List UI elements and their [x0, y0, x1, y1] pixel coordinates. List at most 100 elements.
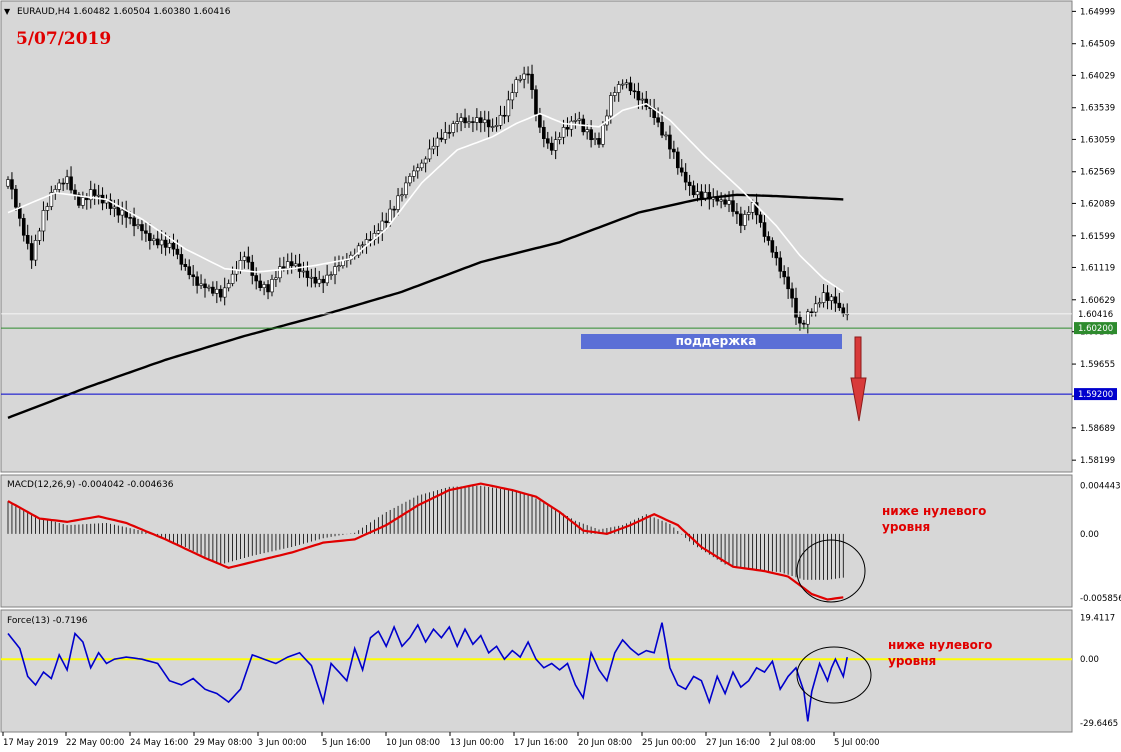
candle-body	[368, 239, 373, 241]
candle-body	[774, 251, 779, 259]
candle-body	[660, 121, 664, 136]
candle-body	[455, 121, 459, 124]
down-arrow	[850, 336, 867, 422]
time-tick-label: 2 Jul 08:00	[770, 738, 816, 748]
candle-body	[333, 266, 337, 275]
time-tick-label: 25 Jun 00:00	[642, 738, 696, 748]
candle-body	[829, 296, 834, 301]
candle-body	[230, 273, 235, 284]
candle-body	[380, 220, 385, 232]
candle-body	[549, 142, 554, 151]
candle-body	[486, 119, 491, 128]
price-tick-label: 1.58689	[1080, 424, 1115, 434]
support-price-tag: 1.60200	[1078, 324, 1113, 334]
macd-label: MACD(12,26,9) -0.004042 -0.004636	[7, 480, 174, 490]
candle-body	[222, 287, 227, 298]
candle-body	[675, 151, 680, 169]
candle-body	[561, 127, 566, 138]
price-tick-label: 1.64509	[1080, 40, 1115, 50]
candle-body	[683, 171, 688, 183]
support-price-tag-background	[1074, 322, 1117, 335]
candle-body	[203, 283, 207, 289]
candle-body	[750, 202, 755, 213]
candle-body	[802, 322, 806, 325]
candle-body	[329, 274, 333, 276]
macd-pane-background	[0, 474, 1073, 608]
candle-body	[65, 176, 69, 184]
macd-signal-line	[7, 482, 844, 601]
candle-body	[526, 73, 530, 76]
candle-body	[837, 302, 842, 309]
candle-body	[809, 311, 814, 314]
time-tick-label: 29 May 08:00	[194, 738, 252, 748]
candle-body	[451, 123, 456, 133]
time-tick-label: 27 Jun 16:00	[706, 738, 760, 748]
candle-body	[392, 208, 396, 211]
candle-body	[289, 261, 294, 267]
candle-body	[270, 279, 274, 293]
candle-body	[668, 134, 672, 150]
candle-body	[262, 284, 266, 288]
candle-body	[305, 270, 310, 278]
candle-body	[250, 261, 255, 276]
candle-body	[116, 206, 121, 216]
candle-body	[514, 79, 519, 93]
candle-body	[266, 284, 270, 293]
candle-body	[589, 129, 593, 141]
candle-body	[565, 127, 570, 130]
candle-body	[167, 242, 172, 248]
candle-body	[207, 286, 211, 289]
candle-body	[293, 263, 298, 267]
candle-body	[735, 211, 739, 215]
candle-body	[163, 239, 168, 248]
candle-body	[585, 129, 589, 133]
target-price-tag-background	[1074, 388, 1117, 401]
candle-body	[325, 274, 329, 284]
candle-body	[148, 233, 152, 241]
candle-body	[817, 302, 822, 305]
candle-body	[412, 170, 416, 177]
candle-body	[786, 276, 790, 290]
candle-body	[120, 209, 125, 216]
candle-body	[695, 191, 700, 196]
candle-body	[557, 136, 562, 140]
candle-body	[612, 92, 617, 96]
candle-body	[404, 182, 408, 196]
support-box	[581, 334, 842, 349]
candle-body	[620, 83, 625, 86]
candle-body	[534, 89, 538, 115]
time-tick-label: 5 Jun 16:00	[322, 738, 371, 748]
candle-body	[61, 182, 65, 185]
candle-body	[81, 197, 85, 206]
candle-body	[672, 148, 676, 153]
candle-body	[408, 176, 412, 184]
candle-body	[301, 270, 306, 273]
candle-body	[758, 214, 763, 223]
candle-body	[69, 176, 73, 191]
candle-body	[502, 114, 507, 117]
target-price-tag: 1.59200	[1078, 390, 1113, 400]
candle-body	[281, 266, 286, 269]
chart-dropdown-icon[interactable]: ▼	[4, 7, 11, 16]
candle-body	[723, 199, 727, 205]
force-annotation-line-1: ниже нулевого	[888, 638, 992, 652]
candle-body	[10, 179, 14, 190]
force-annotation: ниже нулевого уровня	[888, 638, 997, 668]
time-tick-label: 3 Jun 00:00	[258, 738, 307, 748]
candle-body	[21, 218, 26, 236]
candle-body	[790, 288, 794, 299]
candle-body	[766, 236, 771, 241]
price-tick-label: 1.62569	[1080, 168, 1115, 178]
candle-body	[88, 189, 93, 201]
candle-body	[14, 188, 18, 208]
candle-body	[179, 254, 184, 265]
candle-body	[542, 126, 546, 139]
candle-body	[384, 220, 389, 224]
macd-tick-label: -0.005856	[1080, 594, 1121, 604]
force-label: Force(13) -0.7196	[7, 616, 88, 626]
candle-body	[833, 296, 838, 304]
candle-body	[522, 73, 526, 80]
candle-body	[396, 195, 400, 210]
candle-body	[171, 242, 176, 250]
